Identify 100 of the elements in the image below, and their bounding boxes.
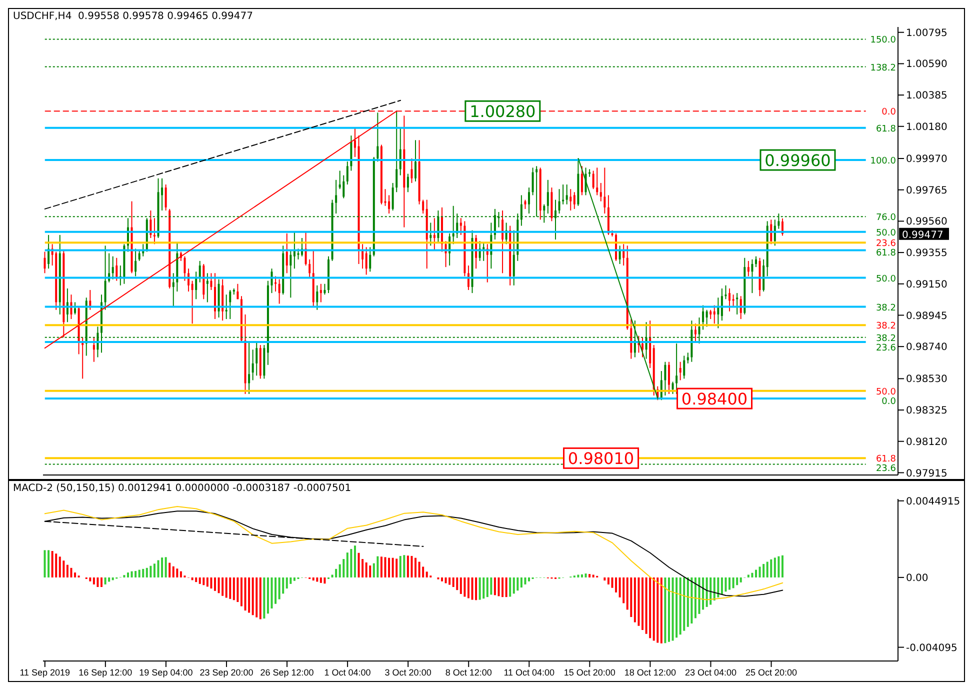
candlestick [642, 336, 644, 358]
bar [736, 577, 738, 586]
y-tick-label: 0.0044915 [906, 496, 960, 508]
bar [440, 577, 443, 582]
candlestick [676, 343, 678, 394]
y-tick-label: 0.00 [906, 572, 928, 584]
bar [679, 577, 682, 635]
bar [494, 577, 496, 596]
bar [354, 546, 356, 578]
annotation: 38.2 [876, 322, 896, 332]
bar [630, 577, 632, 618]
candlestick [206, 272, 208, 303]
bar [747, 574, 750, 578]
bar [452, 577, 454, 587]
bar [580, 574, 583, 578]
candlestick [524, 199, 526, 210]
x-tick-label: 11 Sep 2019 [20, 667, 70, 678]
y-tick-label: 0.99560 [906, 216, 948, 228]
bar [259, 577, 262, 620]
candlestick [210, 272, 212, 290]
bar [244, 577, 246, 611]
bar [505, 577, 508, 598]
bar [157, 560, 160, 578]
candlestick [362, 244, 364, 270]
x-tick-label: 8 Oct 12:00 [445, 667, 492, 678]
y-tick-label: 0.97915 [906, 468, 948, 480]
bar [645, 577, 648, 634]
x-tick-label: 16 Sep 12:00 [78, 667, 132, 678]
bar [456, 577, 458, 590]
bar [512, 577, 515, 594]
annotation: 38.2 [876, 303, 896, 314]
bar [48, 550, 50, 578]
candlestick [191, 280, 194, 324]
candlestick [195, 271, 198, 300]
bar [286, 577, 288, 589]
bar [754, 570, 757, 578]
bar [100, 577, 103, 587]
bar [426, 572, 428, 578]
candlestick [562, 184, 564, 205]
candlestick [89, 289, 92, 310]
bar [724, 577, 727, 592]
bar [293, 577, 296, 581]
candlestick [229, 289, 232, 320]
y-tick-label: 1.00590 [906, 59, 948, 70]
candlestick [290, 250, 292, 298]
bar [392, 558, 394, 578]
annotation: 0.0 [882, 396, 896, 407]
bar [396, 558, 398, 578]
bar [528, 577, 530, 582]
bar [652, 577, 655, 641]
bar [577, 574, 580, 578]
bar [410, 556, 413, 578]
bar [762, 564, 765, 578]
bar [622, 577, 625, 604]
bar [266, 577, 269, 614]
bar [324, 577, 326, 584]
bar [104, 577, 106, 584]
bar [611, 577, 614, 588]
annotation: 0.99960 [764, 151, 831, 170]
candlestick [396, 110, 398, 193]
bar [89, 577, 92, 582]
y-tick-label: 0.99150 [906, 279, 948, 290]
candlestick [414, 140, 417, 182]
bar [150, 566, 152, 578]
y-tick-label: 1.00385 [906, 90, 948, 102]
bar [335, 568, 338, 578]
x-tick-label: 25 Oct 20:00 [745, 667, 798, 678]
bar [58, 556, 61, 578]
candlestick [286, 232, 288, 274]
bar [232, 577, 235, 600]
candlestick [342, 174, 345, 199]
bar [706, 577, 708, 607]
candlestick [392, 182, 394, 211]
candlestick [751, 258, 754, 294]
bar [399, 556, 402, 578]
bar [388, 558, 390, 578]
y-tick-label: 1.00180 [906, 122, 948, 133]
bar [274, 577, 277, 604]
bar [471, 577, 474, 600]
candlestick [335, 179, 338, 214]
bar [774, 558, 776, 578]
bar [698, 577, 700, 614]
candlestick [706, 309, 708, 328]
bar [369, 566, 372, 578]
candlestick [116, 257, 118, 282]
candlestick [112, 256, 114, 280]
candlestick [138, 250, 140, 262]
candlestick [297, 248, 300, 260]
candlestick [369, 246, 372, 272]
bar [172, 566, 174, 578]
candlestick [580, 166, 583, 196]
bar [604, 577, 606, 581]
bar [520, 577, 522, 588]
candlestick [278, 278, 280, 304]
bar [62, 560, 65, 578]
bar [210, 577, 212, 589]
candlestick [316, 284, 318, 310]
candlestick [747, 260, 750, 277]
bar [607, 577, 610, 584]
candlestick [546, 179, 549, 214]
